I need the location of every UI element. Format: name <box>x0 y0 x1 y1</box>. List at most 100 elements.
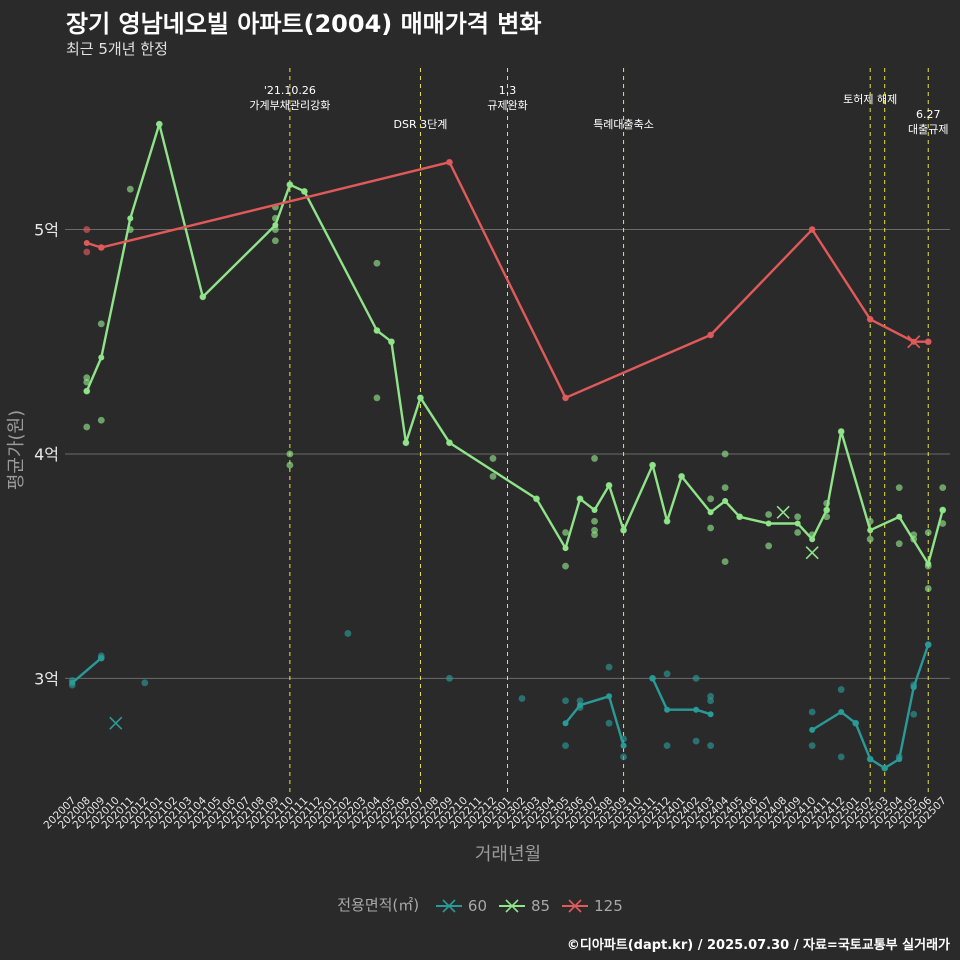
line-point <box>620 742 627 749</box>
line-point <box>402 439 409 446</box>
data-point <box>591 517 598 525</box>
line-point <box>678 473 685 480</box>
data-point <box>721 450 729 458</box>
line-point <box>910 684 917 691</box>
line-point <box>199 293 206 300</box>
data-point <box>141 679 149 687</box>
line-point <box>533 495 540 502</box>
line-point <box>867 756 874 763</box>
legend-title: 전용면적(㎡) <box>337 896 420 914</box>
line-point <box>577 495 584 502</box>
data-point <box>83 423 91 431</box>
data-point <box>576 697 584 705</box>
policy-annotation: 토허제 해제 <box>843 92 897 106</box>
line-point <box>446 439 453 446</box>
line-point <box>925 338 932 345</box>
line-point <box>69 679 76 686</box>
line-point <box>939 507 946 514</box>
line-point <box>83 240 90 247</box>
cross-marker <box>805 546 819 560</box>
cross-marker <box>907 335 921 349</box>
line-point <box>765 520 772 527</box>
y-axis-title: 평균가(원) <box>6 410 27 490</box>
source-caption: ©디아파트(dapt.kr) / 2025.07.30 / 자료=국토교통부 실… <box>566 938 950 953</box>
line-point <box>388 338 395 345</box>
line-point <box>606 482 613 489</box>
line-point <box>664 518 671 525</box>
line-point <box>83 388 90 395</box>
data-point <box>794 529 802 536</box>
line-point <box>98 244 105 251</box>
data-point <box>924 529 932 536</box>
data-point <box>489 455 497 462</box>
data-point <box>837 753 845 761</box>
line-point <box>722 498 729 505</box>
line-point <box>286 181 293 188</box>
data-point <box>446 674 453 682</box>
line-point <box>852 720 859 727</box>
line-point <box>562 545 569 552</box>
line-point <box>649 462 656 469</box>
line-point <box>896 513 903 520</box>
legend-item-60: 60 <box>434 896 487 915</box>
line-point <box>446 159 453 166</box>
line-point <box>809 226 816 233</box>
page-subtitle: 최근 5개년 한정 <box>66 40 168 58</box>
data-point <box>373 259 381 267</box>
data-point <box>562 562 569 570</box>
line-point <box>809 536 816 543</box>
legend-label: 85 <box>531 896 551 915</box>
data-point <box>562 697 569 705</box>
data-point <box>518 695 526 702</box>
line-point <box>606 693 613 700</box>
legend-label: 60 <box>467 896 488 915</box>
line-point <box>736 513 743 520</box>
data-point <box>271 237 279 245</box>
data-point <box>591 455 598 462</box>
data-point <box>562 742 569 750</box>
data-point <box>126 185 134 193</box>
line-point <box>925 641 932 648</box>
line-point <box>838 708 845 715</box>
line-point <box>867 316 874 323</box>
line-point <box>98 354 105 361</box>
line-point <box>620 527 627 534</box>
series-125 <box>83 158 932 402</box>
x-axis-title: 거래년월 <box>475 844 541 865</box>
line-point <box>925 560 932 567</box>
series-line <box>85 122 944 566</box>
line-point <box>272 222 279 229</box>
data-point <box>663 742 671 750</box>
data-point <box>939 484 947 491</box>
legend-item-85: 85 <box>497 896 550 915</box>
data-point <box>910 710 918 718</box>
cross-marker <box>109 716 123 730</box>
policy-annotation: 특례대출축소 <box>593 118 654 131</box>
series-line <box>564 695 625 746</box>
data-point <box>794 513 802 521</box>
data-point <box>895 540 903 548</box>
data-point <box>692 737 700 745</box>
data-point <box>721 558 729 566</box>
data-point <box>663 670 671 678</box>
data-point <box>808 742 816 750</box>
legend: 전용면적(㎡) 60 85 125 <box>0 894 960 915</box>
data-point <box>83 378 91 386</box>
series-layer <box>68 120 947 772</box>
policy-annotation: '21.10.26 <box>264 84 316 97</box>
data-point <box>692 674 700 682</box>
line-point <box>823 507 830 514</box>
line-point <box>417 394 424 401</box>
data-point <box>591 531 598 539</box>
line-point <box>809 726 816 733</box>
line-point <box>881 765 888 772</box>
line-point <box>794 520 801 527</box>
data-point <box>83 226 91 233</box>
policy-annotation: 6.27 <box>916 108 941 121</box>
data-point <box>707 524 715 532</box>
data-point <box>620 753 627 761</box>
data-point <box>344 630 352 637</box>
line-point <box>577 702 584 709</box>
policy-annotation: DSR 3단계 <box>394 118 448 131</box>
